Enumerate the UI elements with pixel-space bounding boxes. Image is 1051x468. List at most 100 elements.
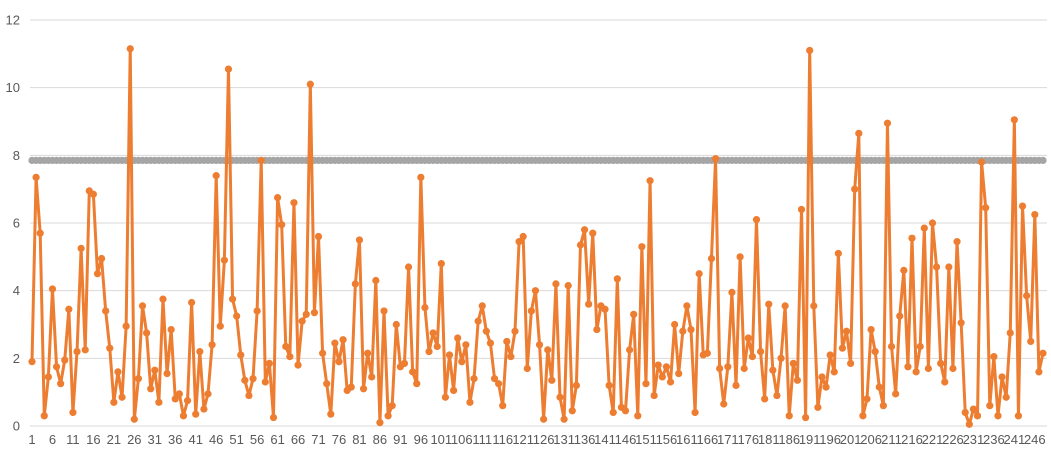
data-point xyxy=(335,358,343,366)
data-point xyxy=(580,226,589,234)
data-point xyxy=(834,249,842,258)
data-point xyxy=(961,408,969,417)
x-tick-label: 176 xyxy=(737,432,759,447)
data-point xyxy=(765,300,773,308)
data-point xyxy=(941,378,949,386)
x-tick-label: 1 xyxy=(28,432,35,447)
data-point xyxy=(376,419,384,427)
data-point xyxy=(28,358,36,366)
data-point xyxy=(228,295,237,303)
y-tick-label: 10 xyxy=(6,80,20,95)
data-point xyxy=(724,363,732,371)
data-point xyxy=(171,395,179,403)
data-point xyxy=(560,415,568,423)
data-point xyxy=(249,375,257,383)
data-point xyxy=(634,412,642,420)
data-point xyxy=(388,402,396,410)
x-tick-label: 221 xyxy=(922,432,944,447)
x-tick-label: 46 xyxy=(209,432,223,447)
data-point xyxy=(937,359,945,368)
data-point xyxy=(61,356,69,364)
data-point xyxy=(220,256,228,264)
data-point xyxy=(842,327,851,335)
data-point xyxy=(662,363,671,371)
data-point xyxy=(695,270,703,278)
data-point xyxy=(167,325,175,334)
y-axis-tick-labels: 0 2 4 6 8 10 12 xyxy=(6,13,20,434)
data-point xyxy=(196,347,204,356)
data-point xyxy=(89,190,97,198)
data-point xyxy=(879,402,887,410)
data-point xyxy=(77,244,85,252)
x-tick-label: 106 xyxy=(451,432,473,447)
data-point xyxy=(118,393,126,401)
data-point xyxy=(1010,116,1018,124)
data-point xyxy=(801,413,810,422)
data-point xyxy=(642,380,650,388)
data-point xyxy=(646,177,654,185)
data-point xyxy=(756,347,765,356)
data-point xyxy=(486,339,495,347)
data-point xyxy=(462,341,470,349)
data-point xyxy=(36,229,44,237)
data-point xyxy=(102,307,110,315)
x-tick-label: 156 xyxy=(656,432,678,447)
data-point xyxy=(703,349,711,357)
data-point xyxy=(609,408,617,417)
data-point xyxy=(114,368,122,376)
data-point xyxy=(744,334,752,342)
data-point xyxy=(671,320,679,329)
data-point xyxy=(515,238,523,246)
data-point xyxy=(568,407,576,415)
data-point xyxy=(57,380,65,388)
data-point xyxy=(1002,393,1010,401)
data-point xyxy=(204,390,212,398)
data-point xyxy=(106,344,114,352)
x-tick-label: 141 xyxy=(594,432,616,447)
x-tick-label: 226 xyxy=(942,432,964,447)
data-point xyxy=(716,364,724,373)
data-point xyxy=(1035,368,1043,376)
data-point xyxy=(556,393,564,401)
data-point xyxy=(253,307,261,315)
data-point xyxy=(372,276,380,285)
data-point xyxy=(548,376,556,384)
data-point xyxy=(654,361,662,369)
data-point xyxy=(175,390,183,398)
data-point xyxy=(781,302,789,310)
series-line xyxy=(30,47,1045,426)
data-point xyxy=(73,347,81,356)
data-point xyxy=(863,395,871,403)
data-point xyxy=(347,383,355,391)
data-point xyxy=(323,380,331,388)
data-point xyxy=(138,302,147,310)
data-point xyxy=(822,383,830,391)
data-point xyxy=(748,353,756,361)
data-point xyxy=(1039,349,1047,357)
data-point xyxy=(400,359,409,368)
data-point xyxy=(855,129,863,137)
data-point xyxy=(773,391,781,400)
data-point xyxy=(847,359,855,368)
threshold-series xyxy=(28,156,1047,165)
data-point xyxy=(216,322,224,330)
x-tick-label: 96 xyxy=(414,432,428,447)
data-point xyxy=(621,407,630,415)
data-point xyxy=(527,307,535,315)
x-tick-label: 171 xyxy=(717,432,739,447)
x-tick-label: 241 xyxy=(1003,432,1025,447)
data-point xyxy=(155,398,163,406)
data-point xyxy=(982,204,990,212)
x-tick-label: 181 xyxy=(758,432,780,447)
data-point xyxy=(69,408,77,417)
data-point xyxy=(454,334,462,342)
data-point xyxy=(93,270,102,278)
x-tick-label: 206 xyxy=(860,432,882,447)
x-tick-label: 126 xyxy=(533,432,555,447)
data-point xyxy=(351,280,359,288)
x-tick-label: 6 xyxy=(49,432,56,447)
data-point xyxy=(200,405,208,413)
data-point xyxy=(769,366,777,374)
data-point xyxy=(286,353,294,361)
